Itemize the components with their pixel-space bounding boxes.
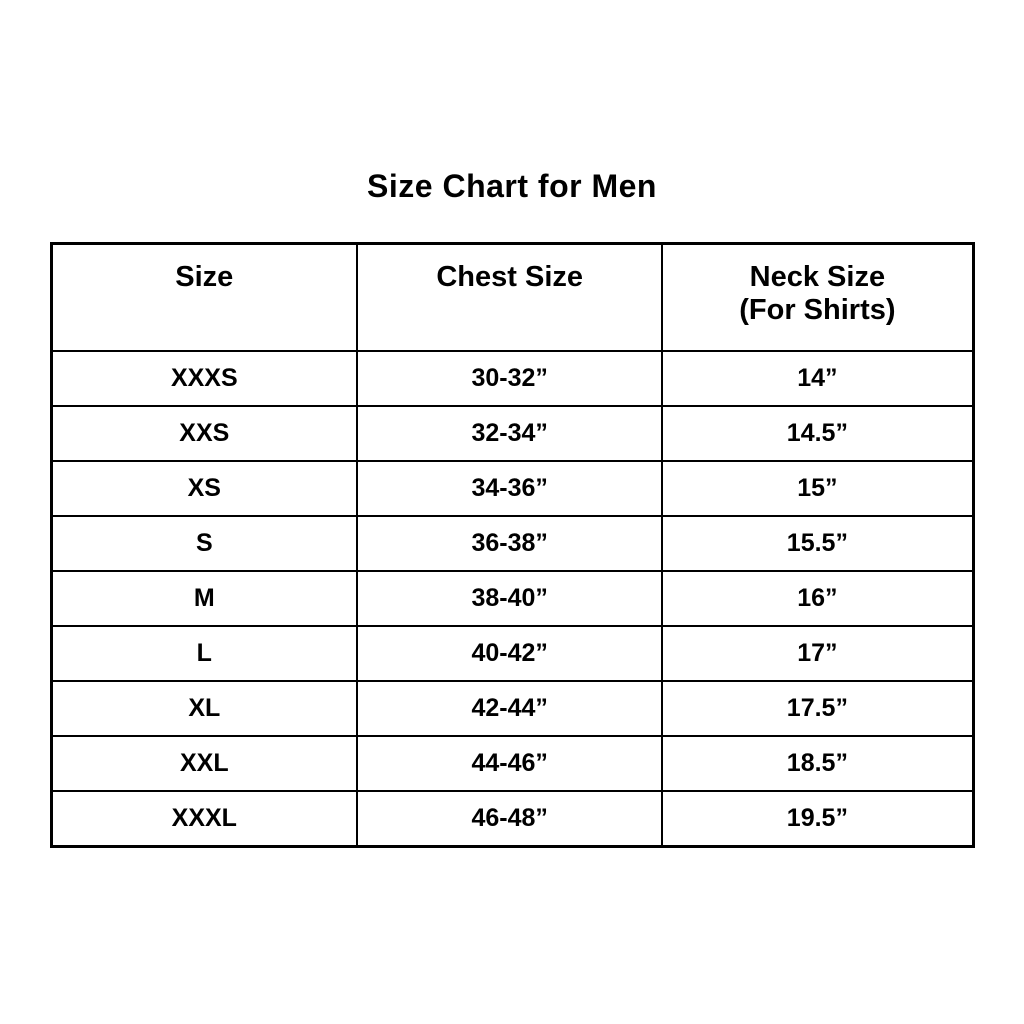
column-header-size: Size xyxy=(49,242,359,352)
chest-cell: 38-40” xyxy=(356,570,664,627)
chest-cell: 36-38” xyxy=(356,515,664,572)
neck-cell: 14.5” xyxy=(661,405,974,462)
column-header-neck-label: Neck Size xyxy=(749,261,886,293)
neck-cell: 17” xyxy=(661,625,974,682)
size-cell: XXXS xyxy=(49,350,359,407)
table-row: S 36-38” 15.5” xyxy=(49,515,974,572)
chest-cell: 32-34” xyxy=(356,405,664,462)
column-header-size-label: Size xyxy=(175,261,234,293)
neck-cell: 16” xyxy=(661,570,974,627)
chest-cell: 44-46” xyxy=(356,735,664,792)
size-cell: L xyxy=(49,625,359,682)
neck-cell: 15.5” xyxy=(661,515,974,572)
size-cell: S xyxy=(49,515,359,572)
neck-cell: 19.5” xyxy=(661,790,974,848)
size-cell: XL xyxy=(49,680,359,737)
neck-cell: 17.5” xyxy=(661,680,974,737)
table-row: L 40-42” 17” xyxy=(49,625,974,682)
page-title: Size Chart for Men xyxy=(367,168,657,204)
chest-cell: 30-32” xyxy=(356,350,664,407)
neck-cell: 18.5” xyxy=(661,735,974,792)
table-row: XXL 44-46” 18.5” xyxy=(49,735,974,792)
chest-cell: 46-48” xyxy=(356,790,664,848)
table-row: XXS 32-34” 14.5” xyxy=(49,405,974,462)
table-header-row: Size Chest Size Neck Size (For Shirts) xyxy=(49,242,974,352)
table-row: XS 34-36” 15” xyxy=(49,460,974,517)
size-cell: XXS xyxy=(49,405,359,462)
size-cell: XXL xyxy=(49,735,359,792)
column-header-chest: Chest Size xyxy=(356,242,664,352)
table-row: M 38-40” 16” xyxy=(49,570,974,627)
column-header-neck: Neck Size (For Shirts) xyxy=(661,242,974,352)
table-row: XXXS 30-32” 14” xyxy=(49,350,974,407)
neck-cell: 14” xyxy=(661,350,974,407)
column-header-neck-sublabel: (For Shirts) xyxy=(739,294,896,326)
chest-cell: 40-42” xyxy=(356,625,664,682)
size-chart-table: Size Chest Size Neck Size (For Shirts) X… xyxy=(49,242,975,848)
table-row: XL 42-44” 17.5” xyxy=(49,680,974,737)
column-header-chest-label: Chest Size xyxy=(436,261,584,293)
table-row: XXXL 46-48” 19.5” xyxy=(49,790,974,848)
neck-cell: 15” xyxy=(661,460,974,517)
chest-cell: 34-36” xyxy=(356,460,664,517)
size-cell: XXXL xyxy=(49,790,359,848)
chest-cell: 42-44” xyxy=(356,680,664,737)
size-cell: M xyxy=(49,570,359,627)
size-cell: XS xyxy=(49,460,359,517)
